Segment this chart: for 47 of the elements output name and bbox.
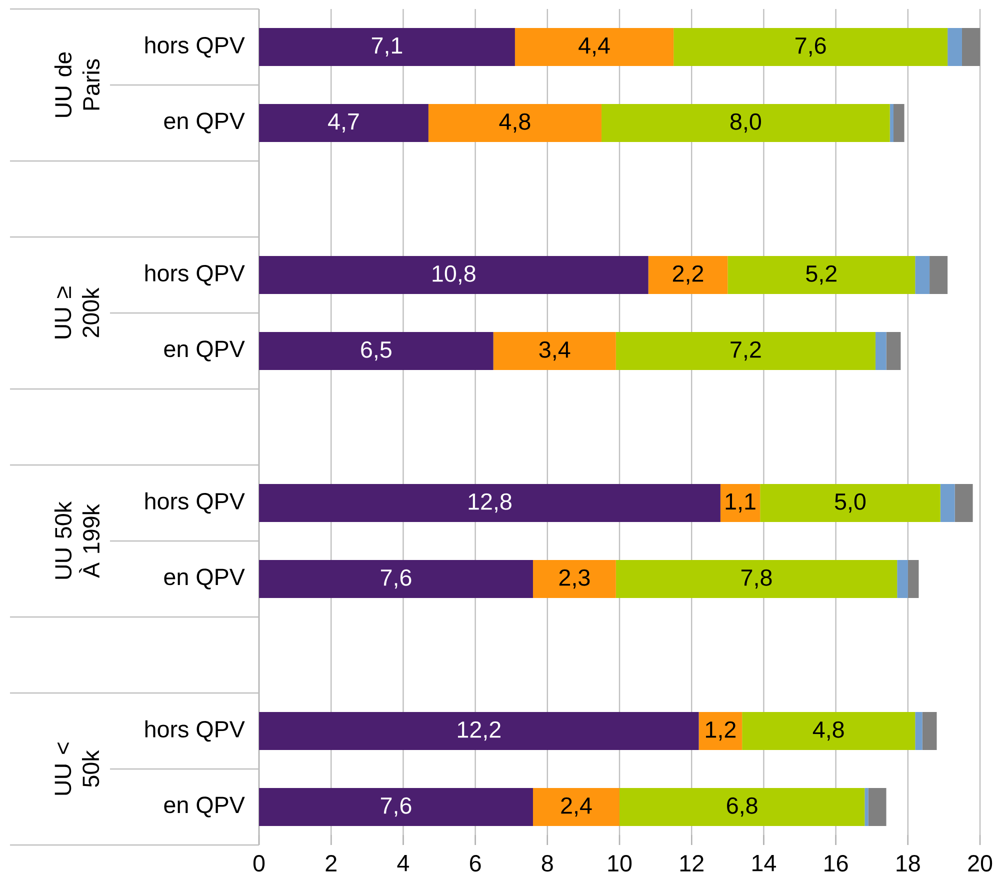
x-tick-label: 6 <box>470 855 481 872</box>
y-tick-label: en QPV <box>164 796 245 818</box>
data-label: 4,4 <box>578 37 610 57</box>
data-label: 7,8 <box>741 569 772 589</box>
y-tick-label: en QPV <box>164 112 245 134</box>
data-label: 1,1 <box>726 493 756 513</box>
x-tick-label: 4 <box>397 855 410 872</box>
data-label: 3,4 <box>539 341 570 361</box>
x-tick-label: 10 <box>608 855 632 872</box>
data-label: 6,5 <box>361 341 392 361</box>
x-tick-label: 0 <box>253 855 265 872</box>
x-tick-label: 8 <box>542 855 553 872</box>
y-tick-label: hors QPV <box>145 720 245 742</box>
y-tick-label: hors QPV <box>145 36 245 58</box>
text: UU 50k À 199k <box>54 501 100 579</box>
text: UU ≥ 200k <box>54 286 100 338</box>
data-label: 2,2 <box>672 265 704 285</box>
data-label: 10,8 <box>432 265 476 285</box>
data-label: 7,6 <box>796 37 826 57</box>
data-label: 2,4 <box>561 797 592 817</box>
data-label: 8,0 <box>730 113 761 133</box>
x-tick-label: 14 <box>752 855 776 872</box>
data-label: 12,2 <box>458 721 500 741</box>
data-label: 7,1 <box>372 37 402 57</box>
y-tick-label: en QPV <box>164 340 245 362</box>
data-label: 4,8 <box>812 721 844 741</box>
data-label: 7,6 <box>380 569 412 589</box>
data-label: 7,2 <box>730 341 761 361</box>
data-label: 12,8 <box>468 493 512 513</box>
data-label: 1,2 <box>706 721 736 741</box>
data-label: 6,8 <box>727 797 758 817</box>
y-tick-label: hors QPV <box>145 492 245 514</box>
text: UU de Paris <box>54 52 100 117</box>
data-label: 4,8 <box>499 113 530 133</box>
x-tick-label: 16 <box>824 855 848 872</box>
data-label: 4,7 <box>328 113 359 133</box>
x-tick-label: 20 <box>968 855 992 872</box>
data-label: 5,0 <box>834 493 866 513</box>
y-tick-label: en QPV <box>164 568 245 590</box>
data-label: 7,6 <box>380 797 412 817</box>
text: UU < 50k <box>54 742 100 795</box>
data-label: 5,2 <box>806 265 836 285</box>
x-tick-label: 2 <box>326 855 336 872</box>
x-tick-label: 12 <box>680 855 704 872</box>
x-tick-label: 18 <box>896 855 920 872</box>
y-tick-label: hors QPV <box>145 264 245 286</box>
data-label: 2,3 <box>559 569 590 589</box>
